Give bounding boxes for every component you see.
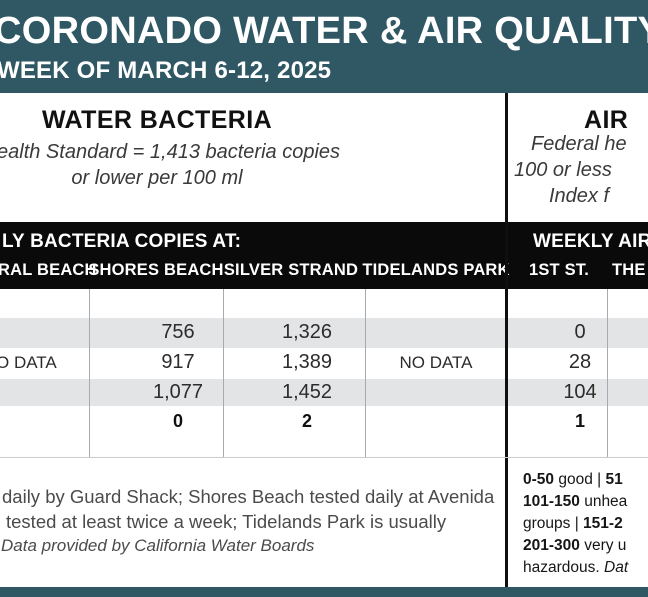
column-border-4: [607, 289, 608, 457]
aqi-label-groups: groups |: [523, 515, 584, 532]
cell-shores-row2: 756: [161, 321, 195, 343]
cell-shores-row4: 1,077: [152, 381, 204, 403]
cell-silver-row5: 2: [301, 411, 313, 431]
cell-1st-st-row4: 104: [563, 381, 597, 403]
water-standard-line1: ealth Standard = 1,413 bacteria copies: [0, 141, 341, 163]
cell-1st-st-row3: 28: [568, 351, 592, 373]
shaded-row-band-1: [0, 318, 648, 348]
footer-top-rule: [0, 457, 648, 458]
column-header-tidelands-park: TIDELANDS PARK: [362, 261, 510, 279]
aqi-range-good: 0-50: [523, 471, 555, 488]
aqi-label-good: good |: [554, 471, 606, 488]
air-standard-line3: Index f: [549, 185, 610, 207]
page-title: CORONADO WATER & AIR QUALITY: [0, 10, 648, 52]
column-border-1: [89, 289, 90, 457]
air-quality-heading: AIR: [584, 106, 629, 134]
aqi-label-very-unhealthy: very u: [579, 537, 627, 554]
water-table-bar-title: LY BACTERIA COPIES AT:: [2, 231, 242, 252]
column-header-central-beach: RAL BEACH: [0, 261, 97, 279]
aqi-legend-line3: groups | 151-2: [523, 515, 623, 533]
aqi-label-unhealthy: unhea: [579, 493, 628, 510]
cell-silver-row2: 1,326: [281, 321, 333, 343]
cell-silver-row3: 1,389: [281, 351, 333, 373]
page-subtitle: WEEK OF MARCH 6-12, 2025: [0, 57, 332, 84]
cell-shores-row5: 0: [172, 411, 184, 431]
cell-silver-row4: 1,452: [281, 381, 333, 403]
column-header-1st-st: 1ST ST.: [528, 261, 590, 279]
column-border-3: [365, 289, 366, 457]
aqi-legend-line4: 201-300 very u: [523, 537, 626, 555]
cell-tidelands-row3: NO DATA: [399, 353, 473, 372]
water-bacteria-heading: WATER BACTERIA: [41, 106, 273, 134]
aqi-range-101-150: 101-150: [523, 493, 580, 510]
air-standard-line2: 100 or less: [514, 159, 612, 181]
cell-1st-st-row2: 0: [574, 321, 586, 343]
column-header-silver-strand: SILVER STRAND: [223, 261, 359, 279]
header-band: CORONADO WATER & AIR QUALITY WEEK OF MAR…: [0, 0, 648, 93]
table-header-bar: [0, 222, 648, 289]
shaded-row-band-2: [0, 379, 648, 406]
column-header-shores-beach: SHORES BEACH: [88, 261, 224, 279]
air-table-bar-title: WEEKLY AIR Q: [533, 231, 648, 252]
water-footnote-source: Data provided by California Water Boards: [1, 536, 315, 555]
aqi-source-note: Dat: [604, 559, 629, 576]
aqi-legend-line5: hazardous. Dat: [523, 559, 628, 577]
cell-central-row3: O DATA: [0, 353, 57, 372]
column-border-2: [223, 289, 224, 457]
aqi-label-hazardous: hazardous.: [523, 559, 604, 576]
aqi-range-151-200: 151-2: [583, 515, 623, 532]
aqi-range-moderate: 51: [605, 471, 623, 488]
aqi-legend-line1: 0-50 good | 51: [523, 471, 623, 489]
air-standard-line1: Federal he: [531, 133, 627, 155]
section-divider: [505, 93, 508, 587]
footer-teal-band: [0, 587, 648, 597]
cell-shores-row3: 917: [161, 351, 195, 373]
aqi-range-201-300: 201-300: [523, 537, 580, 554]
water-footnote-line2: tested at least twice a week; Tidelands …: [6, 511, 447, 532]
column-header-the-cays: THE C: [612, 261, 648, 279]
aqi-legend-line2: 101-150 unhea: [523, 493, 627, 511]
cell-1st-st-row5: 1: [574, 411, 586, 431]
water-footnote-line1: daily by Guard Shack; Shores Beach teste…: [2, 486, 495, 507]
water-standard-line2: or lower per 100 ml: [71, 167, 243, 189]
